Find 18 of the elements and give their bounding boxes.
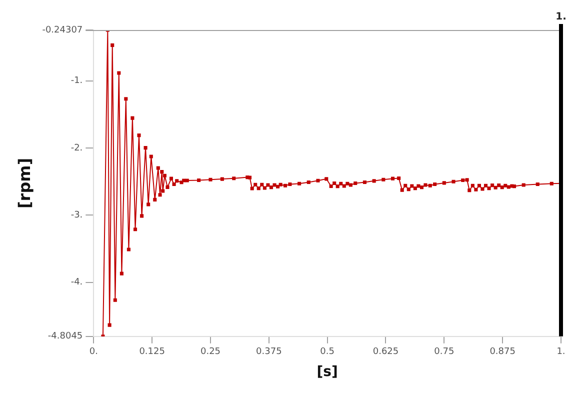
x-tick-label: 0. <box>89 347 98 358</box>
x-axis-title: [s] <box>316 364 338 380</box>
ref-line-label: 1. <box>556 12 566 23</box>
y-tick-label: -4. <box>70 278 83 288</box>
y-tick-label: -3. <box>70 210 83 221</box>
x-tick-label: 1. <box>556 347 566 358</box>
x-tick-label: 0.5 <box>320 347 334 358</box>
y-tick-label: -1. <box>70 76 83 86</box>
x-tick-label: 0.25 <box>200 347 221 358</box>
x-tick-label: 0.875 <box>490 347 516 358</box>
y-tick-label: -0.24307 <box>42 25 83 36</box>
y-axis-title: [rpm] <box>14 158 34 209</box>
x-tick-label: 0.625 <box>372 347 399 358</box>
y-tick-label: -4.8045 <box>48 332 83 342</box>
x-tick-label: 0.375 <box>256 347 282 358</box>
x-tick-label: 0.75 <box>434 347 454 358</box>
x-tick-label: 0.125 <box>139 347 165 358</box>
y-tick-label: -2. <box>70 143 83 154</box>
